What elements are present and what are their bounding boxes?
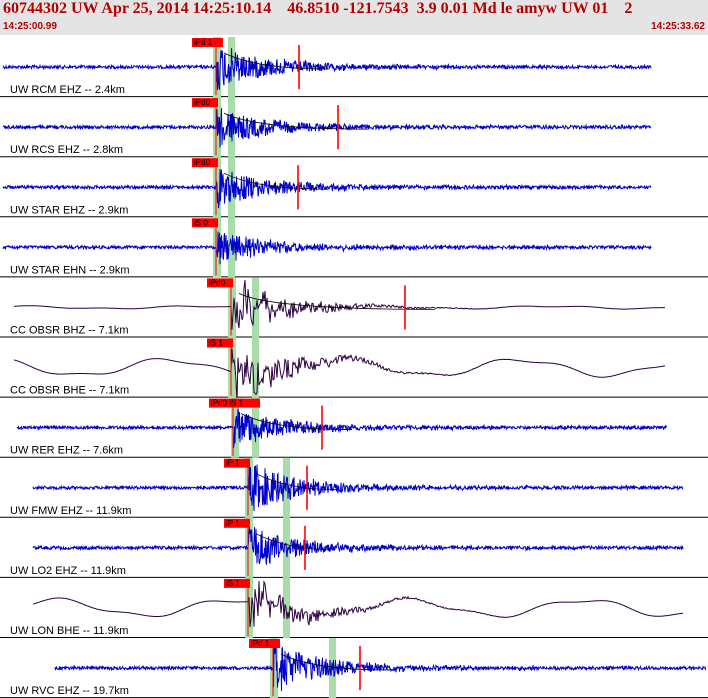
event-header: 60744302 UW Apr 25, 2014 14:25:10.14 46.… <box>0 0 708 35</box>
pick-badge <box>192 158 218 168</box>
pick-window <box>228 277 236 338</box>
pick-window <box>213 217 221 278</box>
pick-window <box>252 337 259 398</box>
pick-badge <box>192 98 218 108</box>
pick-badge <box>207 338 233 348</box>
station-label: UW RER EHZ -- 7.6km <box>10 445 123 457</box>
pick-window <box>228 157 235 218</box>
pick-label: iPd 1 <box>251 639 270 648</box>
pick-label: iPd0 iS 1 <box>211 399 244 408</box>
station-label: UW RCS EHZ -- 2.8km <box>10 144 123 156</box>
waveform-trace <box>2 169 652 209</box>
waveform-trace <box>54 644 707 692</box>
pick-label: iP 1 <box>226 459 240 468</box>
pick-window <box>228 337 236 398</box>
waveform-trace <box>16 408 668 448</box>
station-label: UW STAR EHZ -- 2.9km <box>10 204 128 216</box>
waveform-trace <box>2 108 652 148</box>
station-label: UW RVC EHZ -- 19.7km <box>10 685 129 697</box>
pick-label: iPd0 <box>209 278 226 287</box>
station-label: CC OBSR BHE -- 7.1km <box>10 385 129 397</box>
end-time-label: 14:25:33.62 <box>651 21 705 32</box>
pick-window <box>252 277 259 338</box>
station-label: UW FMW EHZ -- 11.9km <box>10 505 131 517</box>
pick-label: iS 1 <box>226 579 240 588</box>
pick-label: iP 1 <box>226 519 240 528</box>
coda-curve <box>223 112 369 130</box>
pick-badge <box>207 278 233 288</box>
waveform-trace <box>32 579 684 628</box>
pick-label: iPd0 <box>194 98 211 107</box>
seismogram-panel: iPd 1 UW RCM EHZ -- 2.4km iPd0 UW RCS EHZ -… <box>0 37 708 698</box>
event-title: 60744302 UW Apr 25, 2014 14:25:10.14 46.… <box>3 0 633 17</box>
pick-badge <box>224 458 250 468</box>
station-label: UW RCM EHZ -- 2.4km <box>10 84 125 96</box>
pick-badge <box>192 38 223 47</box>
waveform-trace <box>2 231 652 265</box>
waveform-trace <box>13 348 666 402</box>
start-time-label: 14:25:00.99 <box>3 21 57 32</box>
coda-curve <box>280 653 391 671</box>
station-label: CC OBSR BHZ -- 7.1km <box>10 325 129 337</box>
pick-label: iS 1 <box>209 339 223 348</box>
pick-badge <box>209 398 260 408</box>
station-label: UW LON BHE -- 11.9km <box>10 625 128 637</box>
pick-label: iS 0 <box>194 218 208 227</box>
pick-label: iPd0 <box>194 158 211 167</box>
coda-curve <box>240 413 353 430</box>
coda-curve <box>255 533 336 551</box>
station-label: UW LO2 EHZ -- 11.9km <box>10 565 126 577</box>
pick-window <box>245 517 253 578</box>
coda-curve <box>223 172 329 190</box>
coda-curve <box>223 52 330 70</box>
waveform-trace <box>32 527 684 565</box>
pick-badge <box>249 639 280 648</box>
pick-badge <box>224 578 250 588</box>
waveform-trace <box>32 461 684 512</box>
station-label: UW STAR EHN -- 2.9km <box>10 264 130 276</box>
coda-curve <box>238 293 436 310</box>
pick-badge <box>224 518 250 528</box>
waveform-trace <box>14 280 665 330</box>
pick-label: iPd 1 <box>194 38 213 47</box>
coda-curve <box>255 473 338 491</box>
pick-badge <box>192 218 218 228</box>
